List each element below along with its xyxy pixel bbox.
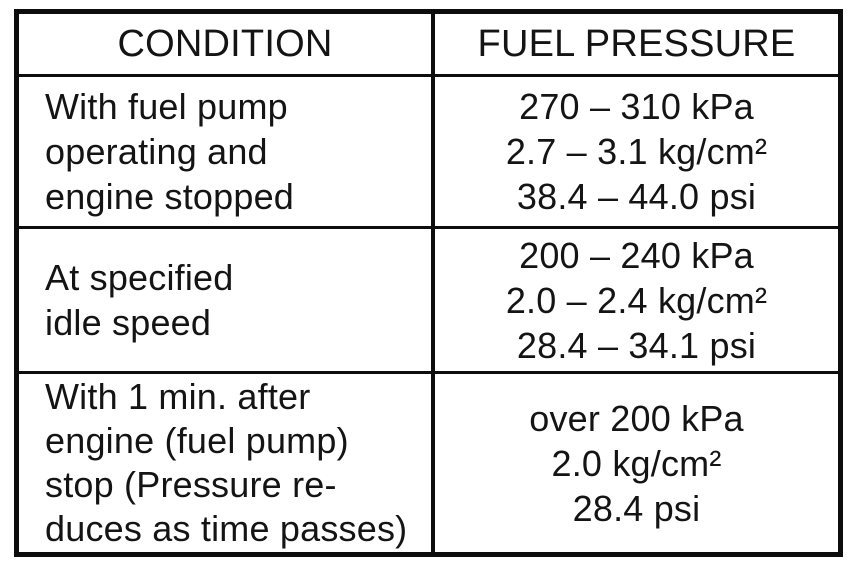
condition-cell-row1: With fuel pump operating and engine stop… xyxy=(19,77,435,229)
condition-line: operating and xyxy=(45,131,268,172)
header-condition: CONDITION xyxy=(19,14,435,77)
pressure-line: 28.4 – 34.1 psi xyxy=(516,324,757,366)
pressure-line: 2.7 – 3.1 kg/cm² xyxy=(505,131,768,172)
pressure-line: 28.4 psi xyxy=(572,487,701,529)
header-fuel-pressure-label: FUEL PRESSURE xyxy=(477,22,796,65)
condition-line: duces as time passes) xyxy=(45,508,408,549)
header-fuel-pressure: FUEL PRESSURE xyxy=(435,14,838,77)
condition-line: engine (fuel pump) xyxy=(45,420,349,461)
condition-line: With 1 min. after xyxy=(45,376,311,417)
condition-line: With fuel pump xyxy=(45,86,288,127)
pressure-line: 270 – 310 kPa xyxy=(519,86,754,127)
condition-line: stop (Pressure re- xyxy=(45,464,337,505)
condition-cell-row2: At specified idle speed xyxy=(19,229,435,374)
header-condition-label: CONDITION xyxy=(117,22,333,65)
condition-line: idle speed xyxy=(45,302,212,343)
pressure-line: 38.4 – 44.0 psi xyxy=(516,176,757,217)
condition-line: engine stopped xyxy=(45,176,295,217)
pressure-line: 2.0 – 2.4 kg/cm² xyxy=(505,279,768,321)
condition-cell-row3: With 1 min. after engine (fuel pump) sto… xyxy=(19,374,435,552)
pressure-line: over 200 kPa xyxy=(529,397,744,439)
pressure-cell-row3: over 200 kPa 2.0 kg/cm² 28.4 psi xyxy=(435,374,838,552)
pressure-line: 200 – 240 kPa xyxy=(519,234,754,276)
pressure-cell-row2: 200 – 240 kPa 2.0 – 2.4 kg/cm² 28.4 – 34… xyxy=(435,229,838,374)
pressure-line: 2.0 kg/cm² xyxy=(551,442,722,484)
condition-line: At specified xyxy=(45,257,234,298)
pressure-cell-row1: 270 – 310 kPa 2.7 – 3.1 kg/cm² 38.4 – 44… xyxy=(435,77,838,229)
fuel-pressure-spec-table: CONDITION FUEL PRESSURE With fuel pump o… xyxy=(14,9,843,557)
